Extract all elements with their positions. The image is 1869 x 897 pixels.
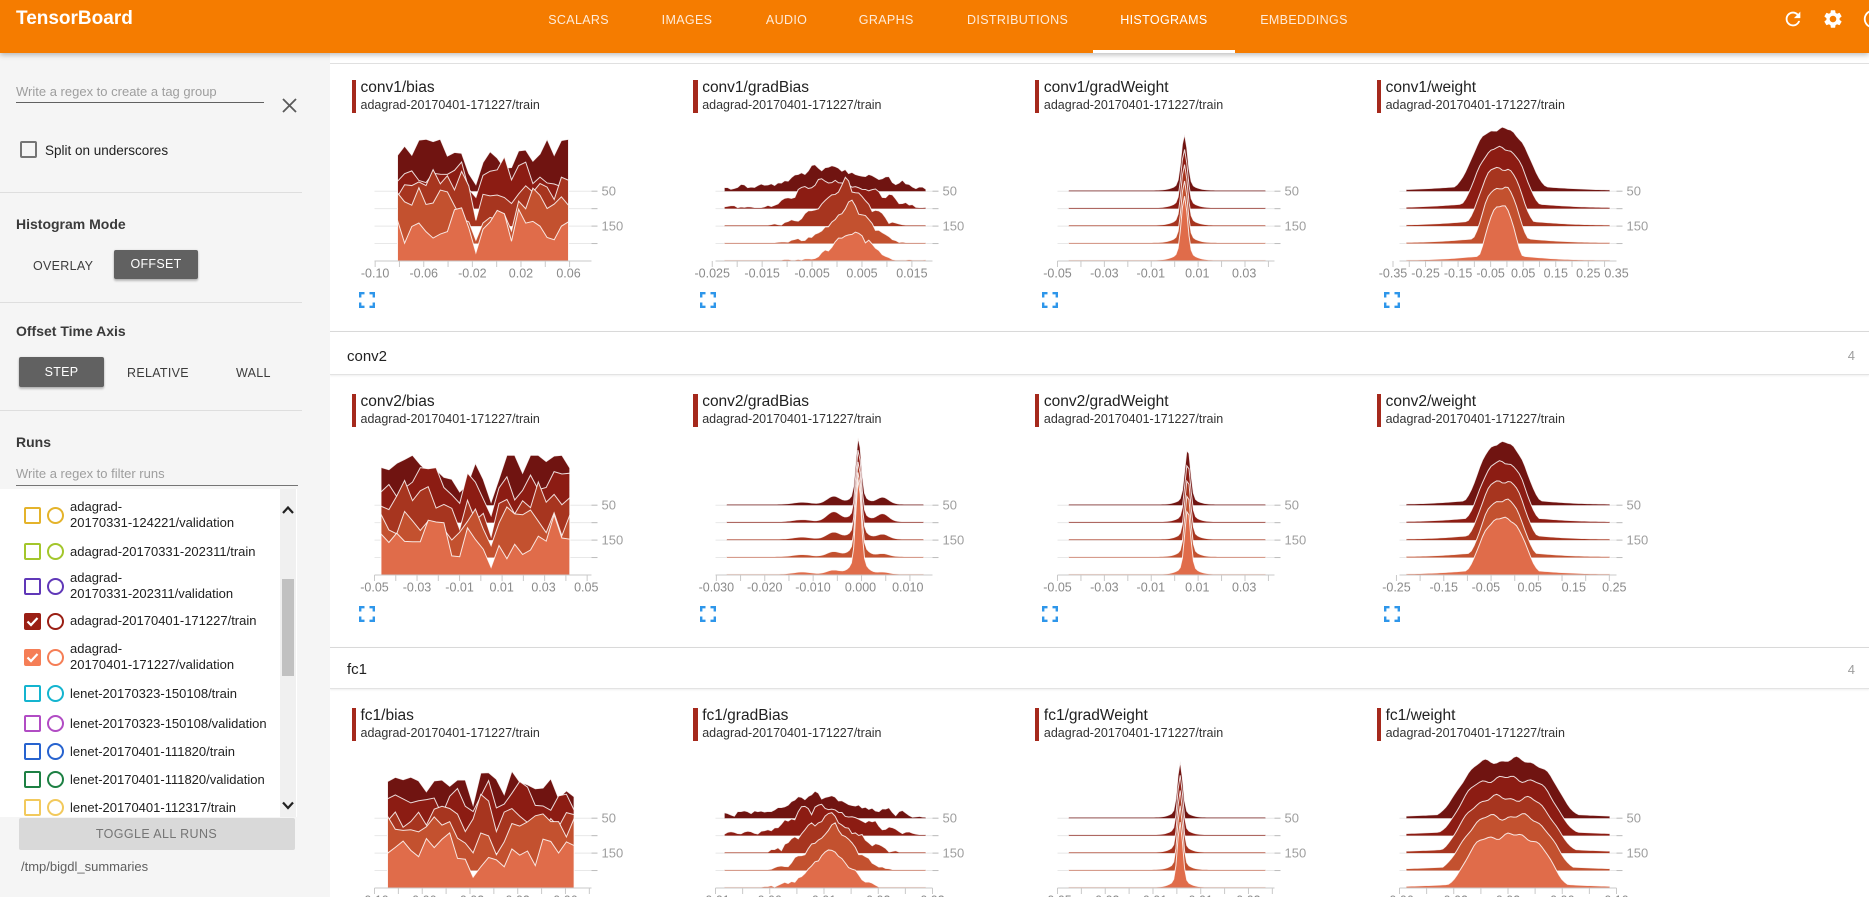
svg-text:-0.025: -0.025 (695, 266, 730, 280)
svg-text:150: 150 (601, 846, 623, 861)
svg-text:50: 50 (1626, 497, 1640, 512)
svg-text:150: 150 (943, 218, 965, 233)
svg-text:0.00: 0.00 (758, 894, 782, 897)
svg-text:0.05: 0.05 (1511, 266, 1535, 280)
svg-text:50: 50 (1284, 811, 1298, 826)
svg-text:-0.05: -0.05 (1476, 266, 1505, 280)
svg-text:-0.05: -0.05 (1043, 580, 1072, 594)
svg-text:0.015: 0.015 (896, 266, 927, 280)
svg-text:-0.005: -0.005 (795, 266, 830, 280)
svg-text:-0.35: -0.35 (1378, 266, 1407, 280)
svg-text:50: 50 (1626, 811, 1640, 826)
svg-text:-0.020: -0.020 (747, 580, 782, 594)
svg-text:-0.02: -0.02 (458, 266, 487, 280)
svg-text:150: 150 (1284, 532, 1306, 547)
svg-text:0.01: 0.01 (812, 894, 836, 897)
svg-text:-0.03: -0.03 (402, 580, 431, 594)
svg-text:50: 50 (601, 183, 615, 198)
svg-text:0.15: 0.15 (1561, 580, 1585, 594)
svg-text:-0.01: -0.01 (1139, 894, 1168, 897)
svg-text:150: 150 (1284, 218, 1306, 233)
svg-text:-0.06: -0.06 (407, 894, 436, 897)
svg-text:-0.015: -0.015 (745, 266, 780, 280)
svg-text:50: 50 (601, 497, 615, 512)
svg-text:-0.01: -0.01 (701, 894, 730, 897)
svg-text:0.03: 0.03 (1236, 894, 1260, 897)
svg-text:150: 150 (1626, 846, 1648, 861)
svg-text:0.25: 0.25 (1576, 266, 1600, 280)
svg-text:0.03: 0.03 (1232, 266, 1256, 280)
svg-text:0.06: 0.06 (1550, 894, 1574, 897)
svg-text:50: 50 (601, 811, 615, 826)
svg-text:-0.03: -0.03 (1090, 580, 1119, 594)
svg-text:150: 150 (601, 532, 623, 547)
svg-text:-0.15: -0.15 (1443, 266, 1472, 280)
svg-text:0.10: 0.10 (1604, 894, 1628, 897)
svg-text:-0.15: -0.15 (1429, 580, 1458, 594)
svg-text:0.02: 0.02 (866, 894, 890, 897)
svg-text:0.05: 0.05 (574, 580, 598, 594)
svg-text:150: 150 (943, 846, 965, 861)
svg-text:-0.05: -0.05 (1043, 266, 1072, 280)
svg-text:150: 150 (1284, 846, 1306, 861)
svg-text:0.06: 0.06 (556, 266, 580, 280)
svg-text:0.01: 0.01 (489, 580, 513, 594)
svg-text:-0.01: -0.01 (445, 580, 474, 594)
svg-text:-0.10: -0.10 (360, 266, 389, 280)
svg-text:0.005: 0.005 (847, 266, 878, 280)
svg-text:150: 150 (1626, 532, 1648, 547)
svg-text:0.01: 0.01 (1188, 894, 1212, 897)
svg-text:50: 50 (943, 811, 957, 826)
svg-text:50: 50 (1284, 183, 1298, 198)
svg-text:0.15: 0.15 (1543, 266, 1567, 280)
svg-text:0.03: 0.03 (531, 580, 555, 594)
svg-text:-0.010: -0.010 (795, 580, 830, 594)
svg-text:0.02: 0.02 (505, 894, 529, 897)
svg-text:0.03: 0.03 (1232, 580, 1256, 594)
svg-text:0.06: 0.06 (553, 894, 577, 897)
svg-text:0.02: 0.02 (1495, 894, 1519, 897)
svg-text:0.000: 0.000 (845, 580, 876, 594)
svg-text:150: 150 (601, 218, 623, 233)
svg-text:150: 150 (1626, 218, 1648, 233)
svg-text:-0.05: -0.05 (1471, 580, 1500, 594)
svg-text:-0.06: -0.06 (409, 266, 438, 280)
svg-text:-0.030: -0.030 (699, 580, 734, 594)
svg-text:0.25: 0.25 (1602, 580, 1626, 594)
svg-text:-0.05: -0.05 (360, 580, 389, 594)
svg-text:-0.03: -0.03 (1091, 894, 1120, 897)
svg-text:-0.25: -0.25 (1411, 266, 1440, 280)
svg-text:-0.05: -0.05 (1043, 894, 1072, 897)
svg-text:0.35: 0.35 (1604, 266, 1628, 280)
svg-text:-0.06: -0.06 (1385, 894, 1414, 897)
svg-text:-0.02: -0.02 (455, 894, 484, 897)
svg-text:0.01: 0.01 (1185, 580, 1209, 594)
svg-text:0.03: 0.03 (921, 894, 945, 897)
svg-text:-0.03: -0.03 (1090, 266, 1119, 280)
svg-text:50: 50 (1626, 183, 1640, 198)
svg-text:50: 50 (1284, 497, 1298, 512)
svg-text:0.010: 0.010 (892, 580, 923, 594)
svg-text:0.01: 0.01 (1185, 266, 1209, 280)
svg-text:0.02: 0.02 (508, 266, 532, 280)
svg-text:0.05: 0.05 (1517, 580, 1541, 594)
svg-text:-0.25: -0.25 (1382, 580, 1411, 594)
svg-text:50: 50 (943, 497, 957, 512)
svg-text:-0.01: -0.01 (1136, 266, 1165, 280)
svg-text:-0.02: -0.02 (1439, 894, 1468, 897)
svg-text:-0.01: -0.01 (1136, 580, 1165, 594)
svg-text:-0.10: -0.10 (360, 894, 389, 897)
svg-text:50: 50 (943, 183, 957, 198)
svg-text:150: 150 (943, 532, 965, 547)
